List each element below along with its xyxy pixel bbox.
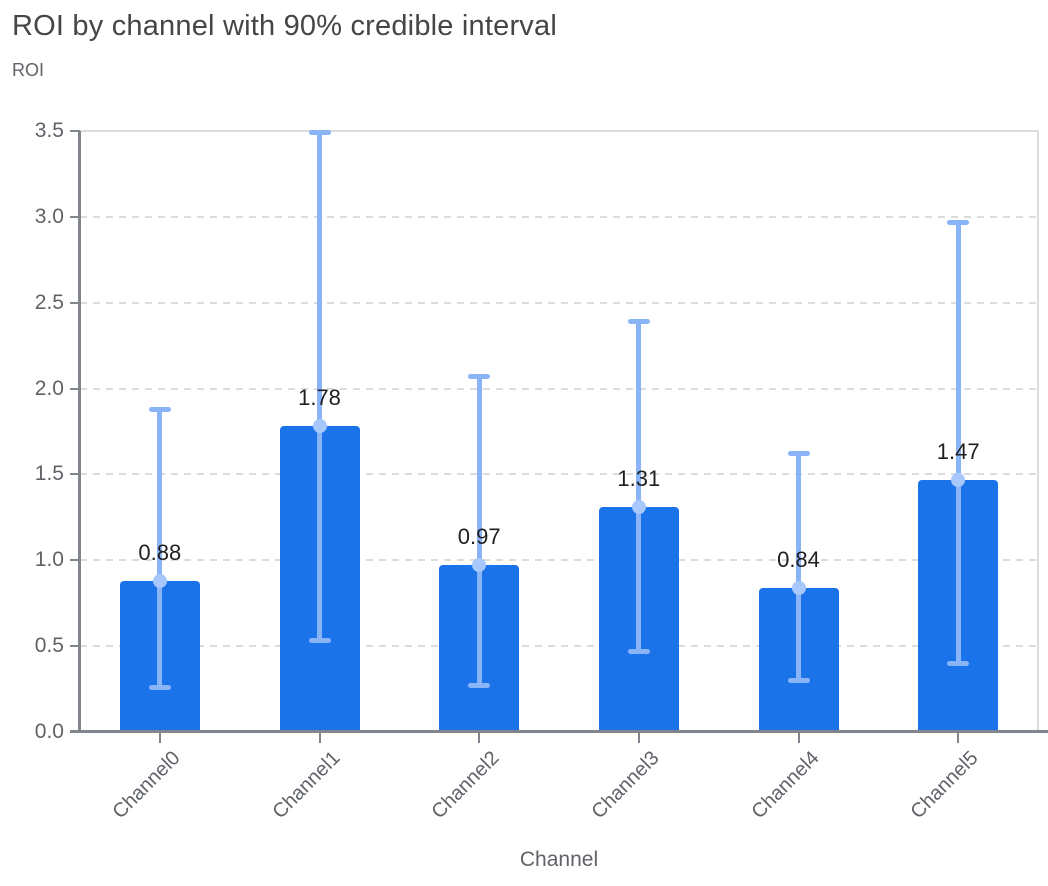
x-tick-label: Channel3	[587, 747, 664, 824]
y-tick-mark	[70, 301, 80, 304]
bar-value-label: 1.47	[936, 438, 980, 464]
bar-value-label: 1.78	[298, 385, 341, 411]
error-bar-cap-upper	[627, 319, 650, 325]
y-axis-line	[78, 131, 81, 733]
y-tick-mark	[70, 130, 80, 132]
y-gridline	[80, 301, 1038, 304]
y-axis-label: ROI	[12, 60, 45, 80]
y-tick-label: 0.5	[34, 634, 64, 658]
error-bar-cap-upper	[468, 374, 491, 380]
bar-value-label: 0.84	[777, 546, 820, 572]
y-tick-label: 1.5	[34, 462, 64, 486]
plot-top-border	[80, 130, 1038, 132]
y-tick-mark	[70, 559, 80, 562]
bar-value-label: 0.97	[457, 524, 501, 550]
error-bar-cap-lower	[308, 638, 331, 644]
error-bar-cap-lower	[627, 648, 650, 654]
x-tick-mark	[957, 733, 960, 743]
y-tick-label: 2.5	[34, 290, 64, 314]
x-tick-mark	[797, 733, 800, 743]
point-marker	[951, 472, 966, 487]
y-tick-label: 0.0	[34, 720, 64, 743]
y-tick-mark	[70, 645, 80, 648]
x-tick-mark	[318, 733, 321, 743]
x-tick-label: Channel4	[746, 747, 824, 824]
x-tick-mark	[478, 733, 481, 743]
error-bar-cap-lower	[148, 684, 171, 690]
error-bar-cap-upper	[947, 219, 970, 225]
y-gridline	[80, 645, 1038, 648]
y-tick-mark	[70, 473, 80, 476]
point-marker	[791, 580, 806, 595]
x-axis-title: Channel	[519, 848, 599, 871]
x-tick-label: Channel5	[906, 747, 983, 824]
y-tick-label: 2.0	[34, 376, 64, 400]
error-bar-cap-upper	[308, 130, 331, 136]
y-tick-label: 3.0	[34, 204, 64, 228]
error-bar-line	[955, 222, 961, 664]
y-gridline	[80, 473, 1038, 476]
chart-title: ROI by channel with 90% credible interva…	[12, 10, 557, 42]
x-tick-label: Channel2	[427, 747, 504, 824]
y-tick-label: 3.5	[34, 119, 64, 142]
bar-value-label: 1.31	[617, 466, 661, 492]
error-bar-line	[796, 453, 801, 681]
y-tick-label: 1.0	[34, 548, 64, 572]
error-bar-line	[636, 321, 642, 652]
x-tick-mark	[637, 733, 640, 743]
plot-right-border	[1037, 131, 1039, 732]
x-tick-mark	[158, 733, 161, 743]
y-gridline	[80, 215, 1038, 218]
error-bar-cap-upper	[148, 406, 171, 412]
error-bar-cap-upper	[787, 451, 810, 457]
y-gridline	[80, 387, 1038, 390]
x-tick-label: Channel0	[108, 747, 185, 824]
point-marker	[472, 558, 487, 573]
error-bar-line	[317, 132, 322, 641]
point-marker	[152, 573, 167, 588]
point-marker	[631, 500, 646, 515]
point-marker	[312, 419, 327, 434]
error-bar-cap-lower	[947, 660, 970, 666]
y-tick-mark	[70, 387, 80, 390]
y-gridline	[80, 559, 1038, 562]
error-bar-line	[476, 376, 482, 686]
x-axis-line	[70, 730, 1048, 733]
x-tick-label: Channel1	[267, 747, 345, 824]
error-bar-line	[157, 409, 163, 688]
error-bar-cap-lower	[787, 677, 810, 683]
bar-value-label: 0.88	[138, 539, 182, 565]
error-bar-cap-lower	[468, 683, 491, 689]
y-tick-mark	[70, 215, 80, 218]
